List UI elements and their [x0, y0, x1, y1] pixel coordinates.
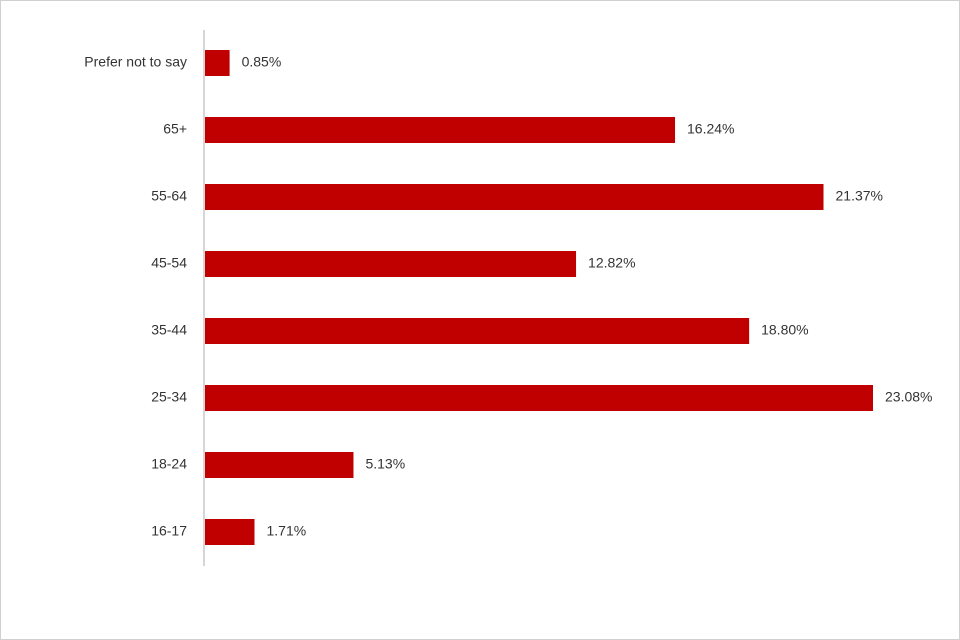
value-label: 23.08% [885, 389, 932, 405]
bar [205, 385, 873, 411]
bar [205, 318, 750, 344]
y-tick-label: Prefer not to say [84, 54, 187, 70]
y-tick-label: 35-44 [151, 322, 187, 338]
y-tick-label: 16-17 [151, 523, 187, 539]
bar [205, 50, 230, 76]
y-tick-label: 55-64 [151, 188, 187, 204]
y-tick-label: 45-54 [151, 255, 187, 271]
value-label: 21.37% [836, 188, 883, 204]
y-tick-label: 18-24 [151, 456, 187, 472]
value-label: 12.82% [588, 255, 635, 271]
value-label: 1.71% [266, 523, 306, 539]
bar [205, 519, 255, 545]
bar [205, 184, 824, 210]
bar [205, 117, 676, 143]
bar [205, 452, 354, 478]
y-tick-label: 65+ [163, 121, 187, 137]
bar [205, 251, 577, 277]
value-label: 18.80% [761, 322, 808, 338]
value-label: 5.13% [365, 456, 405, 472]
value-label: 0.85% [242, 54, 282, 70]
y-tick-label: 25-34 [151, 389, 187, 405]
value-label: 16.24% [687, 121, 734, 137]
